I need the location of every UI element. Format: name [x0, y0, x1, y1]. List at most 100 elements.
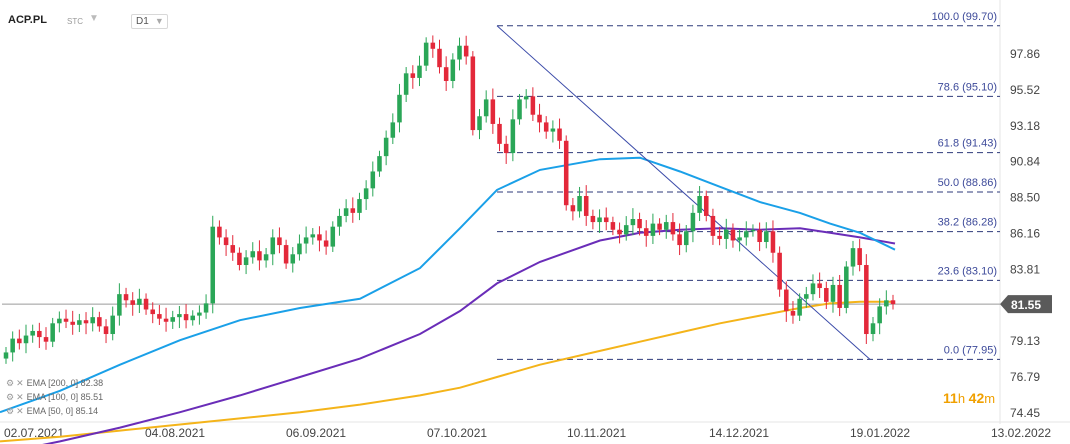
- candle: [770, 220, 776, 263]
- candle: [197, 305, 202, 325]
- candle: [537, 103, 542, 133]
- candle: [543, 116, 549, 139]
- candle-body: [750, 229, 756, 232]
- candle-body: [290, 254, 296, 264]
- candle-body: [637, 219, 642, 229]
- fib-level-label: 61.8 (91.43): [938, 138, 997, 150]
- fib-level-label: 0.0 (77.95): [944, 344, 997, 356]
- candle: [377, 150, 382, 177]
- timer-minutes: 42: [968, 390, 985, 406]
- candle: [884, 290, 889, 315]
- candle: [303, 226, 309, 254]
- candle-body: [677, 234, 682, 246]
- timeframe-selector[interactable]: D1 ▼: [131, 14, 168, 29]
- candle-body: [663, 222, 669, 230]
- candle-body: [497, 123, 502, 144]
- x-tick-label: 06.09.2021: [286, 426, 346, 440]
- indicator-ema100[interactable]: ⚙ ✕ EMA [100, 0] 85.51: [6, 392, 103, 403]
- candle: [810, 274, 816, 301]
- candle-body: [757, 229, 762, 243]
- candle-body: [703, 196, 709, 216]
- candle-body: [603, 217, 609, 223]
- candle: [683, 224, 689, 253]
- candle-body: [530, 96, 536, 115]
- candle-body: [203, 303, 209, 313]
- candle-body: [217, 226, 222, 238]
- candle-body: [697, 196, 702, 213]
- candle-body: [857, 248, 862, 266]
- candle: [890, 294, 896, 310]
- candle-body: [390, 122, 396, 138]
- candle-body: [844, 266, 849, 308]
- candle-body: [563, 140, 569, 206]
- candle: [403, 67, 409, 102]
- indicator-ema50[interactable]: ⚙ ✕ EMA [50, 0] 85.14: [6, 406, 98, 417]
- indicator-ema200[interactable]: ⚙ ✕ EMA [200, 0] 82.38: [6, 378, 103, 389]
- candle-body: [90, 317, 95, 324]
- y-tick-label: 93.18: [1010, 119, 1040, 133]
- candle: [483, 90, 489, 123]
- candle: [77, 313, 82, 333]
- settings-icon[interactable]: ⚙: [6, 378, 15, 388]
- candle: [550, 120, 556, 143]
- symbol-label[interactable]: ACP.PL: [8, 14, 47, 26]
- y-tick-label: 86.16: [1010, 226, 1040, 240]
- candle: [103, 319, 109, 344]
- candle-body: [724, 229, 729, 239]
- candle: [503, 135, 509, 164]
- close-icon[interactable]: ✕: [16, 406, 24, 416]
- fib-level-label: 38.2 (86.28): [938, 217, 997, 229]
- candle: [10, 331, 15, 362]
- candle: [690, 204, 696, 243]
- candle: [623, 216, 629, 241]
- candle: [83, 312, 89, 335]
- indicator-label: EMA [100, 0] 85.51: [26, 392, 104, 402]
- candle-body: [143, 298, 149, 310]
- y-tick-label: 83.81: [1010, 262, 1040, 276]
- candle: [517, 94, 522, 125]
- candle: [617, 222, 622, 244]
- candle: [777, 246, 782, 297]
- candle-body: [790, 311, 796, 316]
- candle-body: [10, 338, 15, 353]
- candle-body: [150, 309, 155, 315]
- candle: [310, 228, 316, 245]
- candle-body: [397, 94, 402, 123]
- current-price-tag: [1000, 295, 1052, 314]
- candle-body: [137, 298, 142, 305]
- candle-body: [877, 306, 882, 324]
- candle-body: [764, 231, 769, 243]
- timeframe-label: D1: [136, 16, 149, 27]
- candle: [210, 215, 216, 314]
- candle-body: [824, 288, 829, 302]
- candle: [530, 87, 536, 122]
- indicator-label: EMA [200, 0] 82.38: [26, 378, 104, 388]
- candle: [477, 109, 482, 140]
- close-icon[interactable]: ✕: [16, 392, 24, 402]
- candle-body: [423, 42, 429, 66]
- candle-body: [257, 251, 262, 261]
- candle-body: [37, 330, 42, 338]
- candle: [57, 311, 62, 333]
- candle: [43, 327, 49, 350]
- candle-body: [77, 320, 82, 325]
- candle-body: [70, 321, 75, 325]
- symbol-dropdown-icon[interactable]: ▼: [89, 13, 99, 24]
- candle: [717, 226, 722, 246]
- candle-body: [510, 119, 516, 154]
- candle: [850, 240, 856, 276]
- candle: [430, 35, 436, 58]
- candle-countdown-timer: 11h 42m: [943, 390, 995, 406]
- candle-body: [810, 283, 816, 295]
- close-icon[interactable]: ✕: [16, 378, 24, 388]
- candle-body: [630, 219, 636, 226]
- current-price-label: 81.55: [1011, 298, 1041, 312]
- settings-icon[interactable]: ⚙: [6, 406, 15, 416]
- candle: [350, 197, 356, 223]
- candle: [603, 207, 609, 231]
- candle-body: [430, 42, 436, 49]
- candle-body: [117, 294, 122, 316]
- settings-icon[interactable]: ⚙: [6, 392, 15, 402]
- x-tick-label: 10.11.2021: [567, 426, 626, 440]
